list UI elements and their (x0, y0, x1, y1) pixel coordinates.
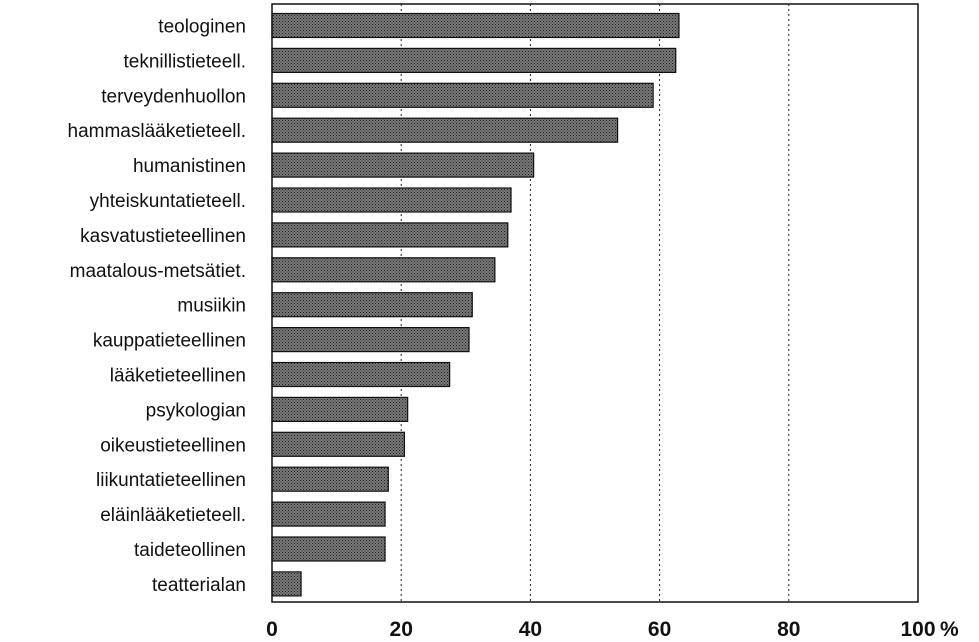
category-label: maatalous-metsätiet. (70, 261, 246, 282)
category-label: lääketieteellinen (110, 366, 246, 387)
category-label: psykologian (146, 400, 246, 421)
bar-13 (271, 466, 389, 492)
bar-9 (271, 327, 470, 353)
x-tick-label: 0 (266, 618, 278, 641)
bar-0 (271, 12, 680, 39)
category-label: oikeustieteellinen (100, 435, 246, 456)
x-tick-label: 20 (390, 618, 413, 641)
category-label: eläinlääketieteell. (100, 505, 246, 526)
bar-2 (271, 82, 654, 108)
x-tick-label: 100 (900, 618, 935, 641)
bar-15 (271, 536, 386, 562)
bar-3 (271, 117, 619, 143)
bar-7 (271, 257, 496, 283)
x-axis-unit-label: % (940, 618, 959, 641)
category-label: humanistinen (133, 156, 246, 177)
category-label: teatterialan (152, 575, 246, 596)
x-tick-label: 60 (648, 618, 671, 641)
category-label: liikuntatieteellinen (96, 470, 246, 491)
plot-frame (271, 3, 919, 603)
category-label: kasvatustieteellinen (80, 226, 246, 247)
category-label: hammaslääketieteell. (68, 121, 246, 142)
x-tick-label: 80 (777, 618, 800, 641)
category-label: taideteollinen (134, 540, 246, 561)
category-labels: teologinen teknillistieteell. terveydenhuo… (68, 17, 246, 596)
bar-4 (271, 152, 535, 178)
category-label: musiikin (177, 296, 246, 317)
bar-10 (271, 361, 451, 388)
category-label: yhteiskuntatieteell. (90, 191, 246, 212)
category-label: teologinen (158, 17, 246, 38)
bar-6 (271, 222, 509, 248)
category-label: teknillistieteell. (124, 51, 247, 72)
bar-16 (271, 571, 302, 597)
bar-1 (271, 47, 677, 74)
bar-14 (271, 501, 386, 527)
bar-11 (271, 396, 409, 422)
category-label: terveydenhuollon (101, 86, 246, 107)
x-axis-tick-labels: 0 20 40 60 80 100 (266, 618, 935, 641)
bar-12 (271, 431, 406, 457)
bar-5 (271, 187, 512, 213)
x-tick-label: 40 (519, 618, 542, 641)
category-label: kauppatieteellinen (93, 331, 246, 352)
bar-8 (271, 292, 473, 318)
bars (271, 12, 680, 597)
